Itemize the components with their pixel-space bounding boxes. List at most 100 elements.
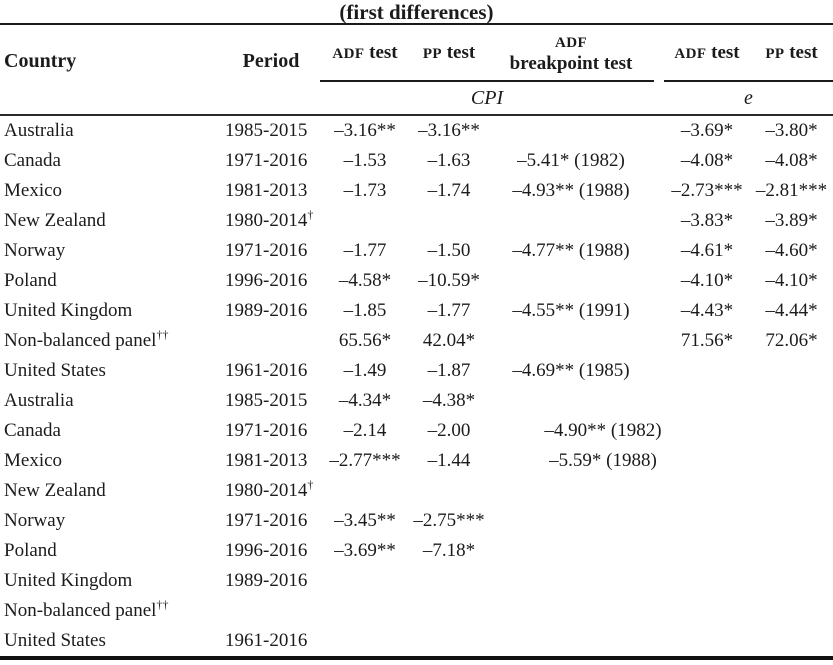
pp-e-cell — [750, 416, 833, 446]
group-label-cpi: CPI — [320, 81, 654, 116]
pp-e-cell — [750, 566, 833, 596]
column-header-adf-breakpoint: ADF breakpoint test — [488, 25, 654, 82]
pp-e-cell — [750, 506, 833, 536]
breakpoint-cell: –4.93** (1988) — [512, 180, 630, 201]
table-row: Mexico 1981-2013 –1.73 –1.74 –4.93** (1988) –… — [0, 176, 833, 206]
pp-cpi-cell — [410, 476, 488, 506]
gap-cell — [654, 566, 664, 596]
variable-group-row: CPI e — [0, 81, 833, 116]
adf-abbr: ADF — [674, 45, 707, 62]
country-cell: Canada — [4, 420, 61, 441]
dagger-marker: †† — [156, 327, 169, 342]
adf-cpi-cell — [320, 206, 410, 236]
table-row: Canada 1971-2016 –2.14 –2.00 –4.90** (1982) — [0, 416, 833, 446]
adf-e-cell — [664, 536, 750, 566]
adf-abbr: ADF — [332, 45, 365, 62]
gap-cell — [654, 176, 664, 206]
column-header-pp-e: PP test — [750, 25, 833, 82]
pp-e-cell: –4.10* — [765, 270, 818, 291]
adf-e-cell — [664, 596, 750, 626]
test-word: test — [711, 41, 740, 63]
breakpoint-cell — [488, 206, 654, 236]
period-cell: 1985-2015 — [225, 390, 308, 411]
period-cell: 1996-2016 — [225, 270, 308, 291]
table-row: Australia 1985-2015 –3.16** –3.16** –3.69* –3… — [0, 115, 833, 146]
table-row: Non-balanced panel†† — [0, 596, 833, 626]
test-word: test — [369, 41, 398, 63]
adf-cpi-cell: –3.16** — [334, 120, 396, 141]
table-row: Poland 1996-2016 –3.69** –7.18* — [0, 536, 833, 566]
table-body: Australia 1985-2015 –3.16** –3.16** –3.69* –3… — [0, 115, 833, 658]
adf-cpi-cell: –1.85 — [343, 300, 387, 321]
country-cell: United Kingdom — [4, 570, 133, 591]
gap-cell — [654, 536, 664, 566]
period-cell: 1981-2013 — [225, 450, 308, 471]
adf-e-cell: –4.61* — [680, 240, 734, 261]
dagger-marker: †† — [156, 597, 169, 612]
adf-cpi-cell — [320, 596, 410, 626]
period-cell: 1989-2016 — [225, 300, 308, 321]
country-cell: Non-balanced panel†† — [4, 597, 169, 621]
country-cell: New Zealand — [4, 210, 106, 231]
pp-e-cell: 72.06* — [765, 330, 818, 351]
country-cell: Norway — [4, 240, 66, 261]
gap-cell — [654, 326, 664, 356]
test-word: test — [446, 41, 476, 63]
adf-cpi-cell: –2.77*** — [329, 450, 401, 471]
gap-cell — [654, 476, 664, 506]
adf-e-cell — [664, 506, 750, 536]
country-cell: Non-balanced panel†† — [4, 327, 169, 351]
breakpoint-cell — [488, 266, 654, 296]
table-row: Non-balanced panel†† 65.56* 42.04* 71.56* 72… — [0, 326, 833, 356]
pp-cpi-cell: 42.04* — [422, 330, 476, 351]
pp-e-cell: –4.08* — [765, 150, 818, 171]
adf-cpi-cell: –4.58* — [338, 270, 392, 291]
pp-e-cell — [750, 536, 833, 566]
country-cell: Poland — [4, 540, 57, 561]
adf-cpi-cell: –1.49 — [343, 360, 387, 381]
breakpoint-cell — [488, 115, 654, 146]
pp-abbr: PP — [422, 45, 442, 62]
pp-abbr: PP — [765, 45, 785, 62]
adf-abbr: ADF — [554, 34, 588, 51]
pp-cpi-cell: –4.38* — [422, 390, 476, 411]
breakpoint-cell — [488, 326, 654, 356]
pp-e-cell — [750, 476, 833, 506]
country-cell: Canada — [4, 150, 61, 171]
period-cell: 1996-2016 — [225, 540, 308, 561]
adf-e-cell: –4.43* — [680, 300, 734, 321]
gap-cell — [654, 596, 664, 626]
adf-e-cell — [664, 476, 750, 506]
table-row: New Zealand 1980-2014† — [0, 476, 833, 506]
gap-cell — [654, 386, 664, 416]
dagger-marker: † — [307, 207, 314, 222]
table-header: Country Period ADF test PP test ADF break… — [0, 25, 833, 116]
column-header-period: Period — [242, 50, 300, 72]
pp-cpi-cell: –1.87 — [427, 360, 471, 381]
adf-cpi-cell — [320, 566, 410, 596]
adf-cpi-cell: –4.34* — [338, 390, 392, 411]
period-cell: 1961-2016 — [225, 630, 308, 651]
table-row: United Kingdom 1989-2016 — [0, 566, 833, 596]
dagger-marker: † — [307, 477, 314, 492]
breakpoint-cell: –4.69** (1985) — [512, 360, 630, 381]
adf-e-cell: –4.08* — [680, 150, 734, 171]
unit-root-test-table: Country Period ADF test PP test ADF break… — [0, 25, 833, 660]
gap-cell — [654, 206, 664, 236]
table-row: Canada 1971-2016 –1.53 –1.63 –5.41* (1982) –4… — [0, 146, 833, 176]
pp-cpi-cell — [410, 596, 488, 626]
column-header-adf-cpi: ADF test — [320, 25, 410, 82]
adf-cpi-cell: –1.77 — [343, 240, 387, 261]
country-cell: Australia — [4, 120, 74, 141]
breakpoint-cell — [488, 566, 654, 596]
group-label-e: e — [664, 81, 833, 116]
pp-cpi-cell: –1.77 — [427, 300, 471, 321]
table-row: United States 1961-2016 — [0, 626, 833, 658]
pp-e-cell: –3.89* — [765, 210, 818, 231]
period-cell: 1971-2016 — [225, 150, 308, 171]
breakpoint-cell — [488, 536, 654, 566]
group-label-empty — [0, 81, 222, 116]
period-cell — [222, 326, 320, 356]
group-label-empty — [222, 81, 320, 116]
adf-e-cell — [664, 416, 750, 446]
